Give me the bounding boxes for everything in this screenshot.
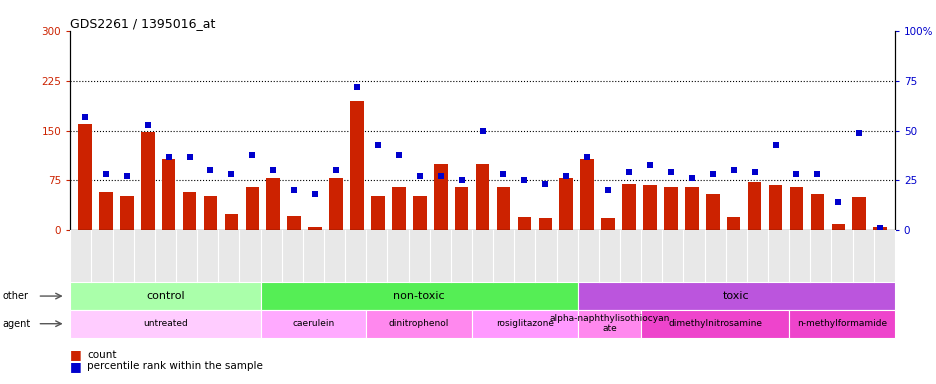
Point	[432, 174, 447, 180]
Bar	[433, 164, 447, 230]
Bar	[872, 227, 886, 230]
Point	[768, 141, 782, 147]
Point	[579, 154, 594, 160]
Point	[161, 154, 176, 160]
Bar	[684, 187, 698, 230]
Bar	[266, 179, 280, 230]
Bar	[810, 194, 824, 230]
Text: control: control	[146, 291, 184, 301]
Point	[349, 84, 364, 90]
Bar	[830, 224, 844, 230]
Text: ■: ■	[70, 360, 82, 373]
Point	[307, 191, 322, 197]
Bar	[559, 179, 573, 230]
Point	[830, 199, 845, 205]
Bar	[245, 187, 259, 230]
Bar	[664, 187, 677, 230]
Point	[391, 151, 406, 157]
Text: dinitrophenol: dinitrophenol	[388, 319, 449, 328]
Bar	[371, 196, 385, 230]
Bar	[225, 214, 238, 230]
Bar	[496, 187, 510, 230]
Point	[683, 175, 698, 182]
Point	[119, 174, 134, 180]
Text: count: count	[87, 350, 116, 360]
Bar	[538, 218, 551, 230]
Bar	[308, 227, 322, 230]
Bar	[140, 132, 154, 230]
Text: GDS2261 / 1395016_at: GDS2261 / 1395016_at	[70, 17, 215, 30]
Text: alpha-naphthylisothiocyan
ate: alpha-naphthylisothiocyan ate	[548, 314, 669, 333]
Bar	[705, 194, 719, 230]
Bar	[726, 217, 739, 230]
Point	[329, 167, 344, 174]
Bar	[162, 159, 175, 230]
Point	[788, 171, 803, 177]
Point	[746, 169, 761, 175]
Point	[224, 171, 239, 177]
Point	[517, 177, 532, 184]
Bar	[642, 185, 656, 230]
Bar	[413, 196, 426, 230]
Point	[663, 169, 678, 175]
Bar	[287, 216, 300, 230]
Point	[537, 181, 552, 187]
Point	[286, 187, 301, 194]
Point	[495, 171, 510, 177]
Bar	[99, 192, 112, 230]
Point	[78, 114, 93, 120]
Bar	[329, 179, 343, 230]
Text: untreated: untreated	[143, 319, 187, 328]
Point	[809, 171, 824, 177]
Point	[642, 161, 657, 167]
Text: non-toxic: non-toxic	[393, 291, 445, 301]
Point	[244, 151, 259, 157]
Bar	[747, 182, 761, 230]
Bar	[601, 218, 614, 230]
Point	[182, 154, 197, 160]
Bar	[622, 184, 636, 230]
Point	[475, 127, 490, 134]
Point	[621, 169, 636, 175]
Point	[705, 171, 720, 177]
Text: rosiglitazone: rosiglitazone	[495, 319, 553, 328]
Point	[370, 141, 385, 147]
Text: other: other	[3, 291, 29, 301]
Point	[558, 174, 573, 180]
Bar	[789, 187, 802, 230]
Bar	[391, 187, 405, 230]
Point	[203, 167, 218, 174]
Bar	[579, 159, 593, 230]
Point	[140, 121, 155, 127]
Text: n-methylformamide: n-methylformamide	[796, 319, 886, 328]
Text: percentile rank within the sample: percentile rank within the sample	[87, 361, 263, 371]
Bar	[203, 196, 217, 230]
Text: dimethylnitrosamine: dimethylnitrosamine	[667, 319, 761, 328]
Point	[871, 225, 886, 232]
Point	[725, 167, 740, 174]
Bar	[183, 192, 197, 230]
Point	[412, 174, 427, 180]
Bar	[120, 196, 134, 230]
Point	[454, 177, 469, 184]
Point	[851, 129, 866, 136]
Bar	[517, 217, 531, 230]
Point	[600, 187, 615, 194]
Text: ■: ■	[70, 348, 82, 361]
Point	[266, 167, 281, 174]
Text: toxic: toxic	[723, 291, 749, 301]
Text: caerulein: caerulein	[292, 319, 334, 328]
Bar	[78, 124, 92, 230]
Bar	[454, 187, 468, 230]
Bar	[852, 197, 865, 230]
Text: agent: agent	[3, 319, 31, 329]
Bar	[768, 185, 782, 230]
Point	[98, 171, 113, 177]
Bar	[350, 101, 363, 230]
Bar	[475, 164, 489, 230]
